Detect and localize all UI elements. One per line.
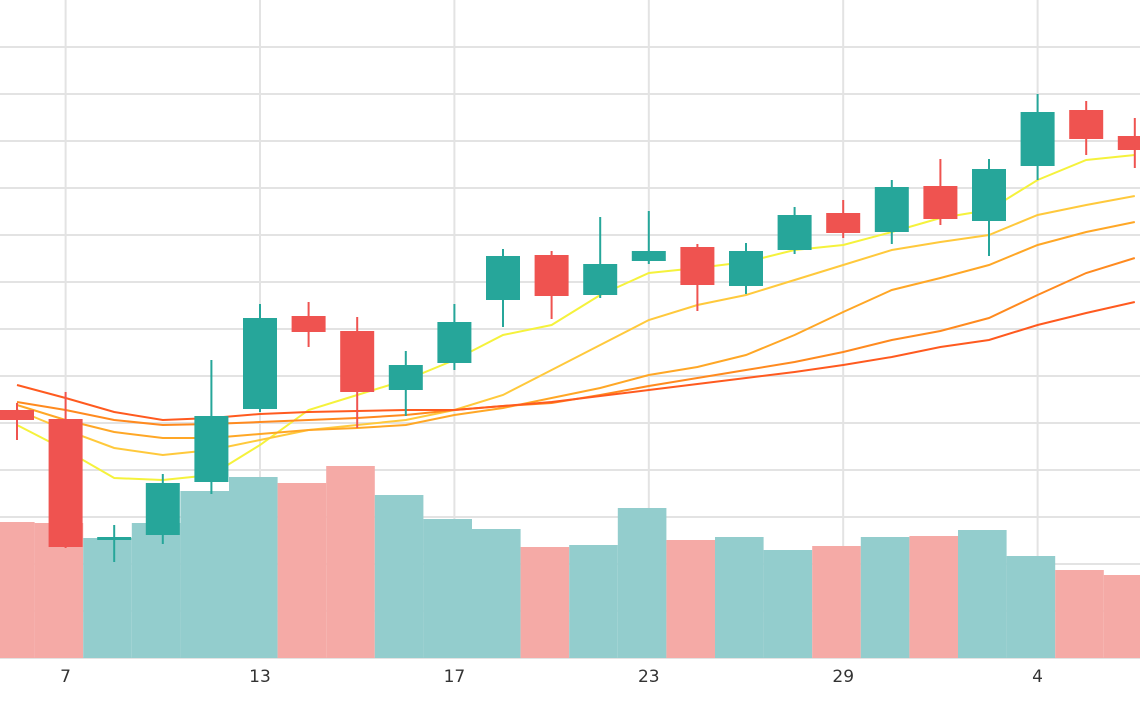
candle-body bbox=[680, 247, 715, 285]
candle-body bbox=[874, 187, 909, 232]
x-tick-label: 13 bbox=[249, 667, 271, 687]
volume-bar bbox=[180, 491, 229, 658]
volume-bar bbox=[326, 466, 375, 658]
candle-body bbox=[194, 416, 229, 482]
candle-body bbox=[486, 256, 520, 300]
volume-bar bbox=[1103, 575, 1140, 658]
x-tick-label: 17 bbox=[444, 667, 466, 687]
candle-body bbox=[534, 255, 569, 296]
volume-bar bbox=[131, 523, 181, 658]
volume-bar bbox=[374, 495, 424, 658]
candles bbox=[0, 94, 1140, 562]
x-tick-label: 29 bbox=[832, 667, 854, 687]
x-tick-label: 7 bbox=[60, 667, 71, 687]
volume-bar bbox=[472, 529, 521, 658]
volume-bar bbox=[229, 477, 278, 658]
candle-body bbox=[777, 215, 812, 250]
candle-body bbox=[97, 537, 132, 540]
volume-bar bbox=[520, 547, 570, 658]
x-tick-label: 4 bbox=[1032, 667, 1043, 687]
volume-bar bbox=[1055, 570, 1104, 658]
candle-body bbox=[1069, 110, 1104, 139]
volume-bar bbox=[909, 536, 958, 658]
volume-bar bbox=[617, 508, 667, 658]
moving-averages bbox=[16, 154, 1136, 482]
candle-body bbox=[1117, 136, 1140, 150]
volume-bar bbox=[569, 545, 618, 658]
x-axis: 7 13 17 23 29 4 bbox=[60, 667, 1043, 687]
candle-body bbox=[48, 419, 83, 547]
volume-bar bbox=[1006, 556, 1056, 658]
candle-body bbox=[340, 331, 375, 392]
volume-bar bbox=[666, 540, 715, 658]
moving-average-line bbox=[16, 154, 1135, 482]
x-tick-label: 23 bbox=[638, 667, 660, 687]
candle-body bbox=[923, 186, 958, 219]
candle-body bbox=[972, 169, 1006, 221]
volume-bar bbox=[812, 546, 861, 658]
candle-body bbox=[388, 365, 423, 390]
volume-bars bbox=[0, 466, 1140, 658]
candle-body bbox=[729, 251, 763, 286]
candle-body bbox=[826, 213, 861, 233]
volume-bar bbox=[715, 537, 764, 658]
volume-bar bbox=[958, 530, 1007, 658]
volume-bar bbox=[860, 537, 910, 658]
candle-body bbox=[583, 264, 618, 295]
volume-bar bbox=[423, 519, 472, 658]
candle-body bbox=[1020, 112, 1055, 166]
volume-bar bbox=[277, 483, 327, 658]
candle-body bbox=[0, 410, 34, 420]
candle-body bbox=[145, 483, 180, 535]
volume-bar bbox=[83, 538, 132, 658]
candle-body bbox=[291, 316, 326, 332]
grid bbox=[0, 0, 1140, 659]
volume-bar bbox=[0, 522, 35, 658]
candle-body bbox=[437, 322, 472, 363]
volume-bar bbox=[763, 550, 813, 658]
candle-body bbox=[243, 318, 277, 409]
candle-body bbox=[631, 251, 666, 261]
moving-average-line bbox=[16, 301, 1136, 422]
